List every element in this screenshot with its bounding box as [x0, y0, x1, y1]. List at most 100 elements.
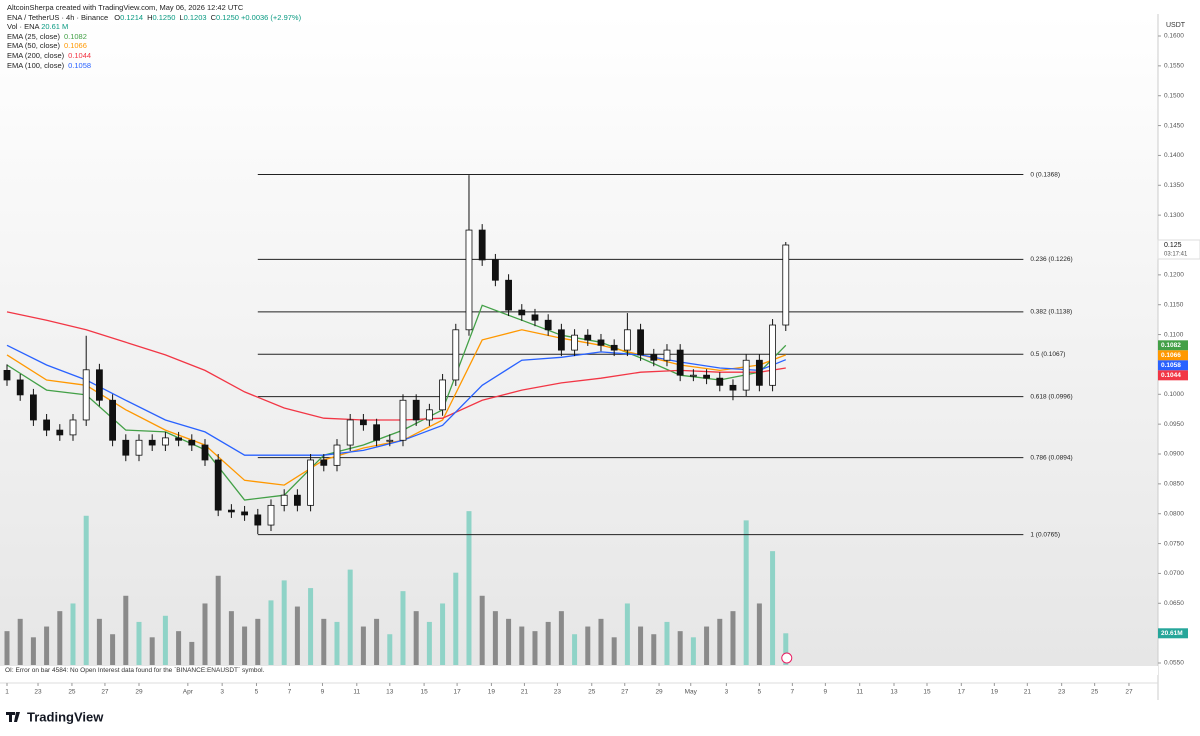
x-tick-label: 5: [758, 689, 762, 696]
candle-body: [3, 369, 11, 381]
y-tick-label: 0.0800: [1164, 510, 1184, 517]
x-tick-label: 1: [5, 689, 9, 696]
symbol: ENA / TetherUS · 4h · Binance: [7, 12, 109, 22]
volume-bar: [308, 588, 314, 665]
y-tick-label: 0.0750: [1164, 540, 1184, 547]
x-tick-label: 21: [521, 689, 529, 696]
volume-bar: [598, 618, 604, 665]
volume-bar: [466, 511, 472, 665]
candle-body: [373, 424, 380, 441]
candle-body: [531, 314, 539, 321]
candle-body: [716, 377, 724, 386]
candle-body: [491, 259, 499, 281]
volume-bar: [585, 626, 591, 665]
volume-bar: [30, 637, 36, 665]
volume-bar: [479, 595, 485, 665]
volume-bar: [532, 631, 538, 665]
volume-bar: [189, 641, 195, 665]
volume-bar: [360, 626, 366, 665]
alert-icon: [781, 652, 793, 664]
ohlc-value: 0.1214: [120, 12, 144, 22]
candle-body: [650, 354, 658, 361]
candle-body: [386, 439, 394, 442]
candle-body: [359, 419, 367, 426]
logo: TradingView: [6, 709, 104, 724]
x-tick-label: 15: [420, 689, 428, 696]
volume-bar: [690, 637, 696, 665]
volume-bar: [426, 621, 432, 665]
candle-body: [571, 334, 578, 351]
x-tick-label: 23: [554, 689, 562, 696]
brand: TradingView: [27, 709, 104, 724]
candle-body: [689, 374, 697, 377]
volume-bar: [294, 606, 300, 665]
volume-bar: [492, 611, 498, 665]
candle-body: [557, 329, 565, 351]
x-tick-label: 11: [856, 689, 863, 696]
candle-body: [56, 429, 64, 436]
x-tick-label: 7: [791, 689, 795, 696]
candle-body: [703, 374, 710, 379]
volume-bar: [413, 611, 419, 665]
y-tick-label: 0.1400: [1164, 152, 1184, 159]
volume-bar: [4, 631, 10, 665]
candle-body: [122, 439, 130, 456]
candle-body: [148, 439, 156, 446]
x-tick-label: 27: [621, 689, 629, 696]
fib-label: 0.5 (0.1067): [1030, 351, 1065, 358]
volume-name: Vol · ENA: [7, 22, 40, 32]
y-tick-label: 0.1000: [1164, 391, 1184, 398]
candle-body: [597, 339, 605, 346]
volume-bar: [136, 621, 142, 665]
ohlc-key: O: [114, 12, 121, 22]
ohlc-key: L: [179, 12, 184, 22]
candle-body: [293, 494, 301, 506]
ema-price-label: 0.1058: [1161, 362, 1181, 369]
volume-bar: [400, 591, 406, 665]
ema-value: 0.1066: [63, 41, 87, 51]
ema-price-box: [1158, 340, 1188, 351]
x-tick-label: 17: [958, 689, 966, 696]
candle-body: [412, 399, 420, 421]
ema-price-box: [1158, 350, 1188, 361]
volume-bar: [281, 580, 287, 665]
ema-price-box: [1158, 370, 1188, 381]
candle-body: [214, 459, 222, 511]
volume-bar: [334, 621, 340, 665]
candle-body: [663, 349, 671, 361]
x-tick-label: 13: [386, 689, 394, 696]
ohlc-key: H: [147, 12, 153, 22]
change: +0.0036 (+2.97%): [241, 12, 302, 22]
y-tick-label: 0.1300: [1164, 212, 1184, 219]
logo-icon: [6, 712, 20, 722]
candle-body: [742, 359, 750, 391]
volume-legend: Vol · ENA 20.61 M: [7, 22, 301, 32]
candle-body: [175, 437, 182, 441]
x-tick-label: 23: [1058, 689, 1066, 696]
candle-body: [320, 459, 328, 466]
ema-price-box: [1158, 360, 1188, 371]
candle-body: [82, 369, 90, 421]
countdown: 03:17:41: [1164, 252, 1188, 258]
volume-bar: [717, 618, 723, 665]
ema-price-label: 0.1066: [1161, 352, 1181, 359]
volume-bar: [176, 631, 182, 665]
y-tick-label: 0.1350: [1164, 182, 1184, 189]
x-tick-label: 15: [923, 689, 931, 696]
volume-bar: [664, 621, 670, 665]
candle-body: [610, 344, 618, 351]
price-box: [1157, 239, 1200, 260]
ema-value: 0.1058: [68, 60, 92, 70]
volume-bar: [255, 618, 261, 665]
candle-body: [69, 419, 77, 436]
volume-bar: [374, 618, 380, 665]
candle-body: [623, 329, 631, 351]
ema-value: 0.1082: [63, 31, 87, 41]
header: AltcoinSherpa created with TradingView.c…: [7, 3, 301, 70]
candle-body: [452, 329, 460, 381]
fib-label: 1 (0.0765): [1030, 531, 1060, 538]
candle-body: [307, 459, 314, 506]
error-band: [0, 666, 1158, 675]
y-tick-label: 0.1600: [1164, 33, 1184, 40]
